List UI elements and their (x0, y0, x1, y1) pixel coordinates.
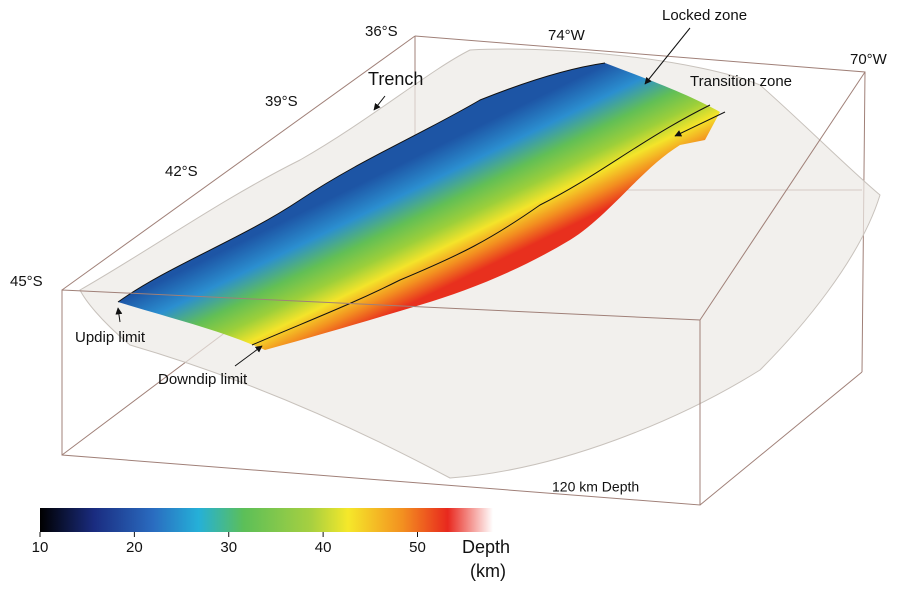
locked-zone-label: Locked zone (662, 7, 747, 24)
lat-label: 36°S (365, 23, 398, 40)
colorbar-tick-label: 50 (409, 539, 426, 556)
transition-zone-label: Transition zone (690, 73, 792, 90)
colorbar-tick-label: 10 (32, 539, 49, 556)
colorbar-ramp (40, 508, 493, 532)
colorbar (40, 508, 493, 532)
lon-label: 74°W (548, 27, 586, 44)
figure: 36°S 39°S 42°S 45°S 74°W 70°W Trench Loc… (0, 0, 900, 588)
lon-label: 70°W (850, 51, 888, 68)
lat-label: 39°S (265, 93, 298, 110)
colorbar-unit: (km) (470, 561, 506, 581)
downdip-label: Downdip limit (158, 371, 248, 388)
depth-box-label: 120 km Depth (552, 479, 639, 495)
lat-label: 45°S (10, 273, 43, 290)
colorbar-title: Depth (462, 537, 510, 557)
lat-label: 42°S (165, 163, 198, 180)
updip-label: Updip limit (75, 329, 146, 346)
colorbar-tick-label: 40 (315, 539, 332, 556)
colorbar-tick-label: 20 (126, 539, 143, 556)
colorbar-tick-label: 30 (220, 539, 237, 556)
trench-label: Trench (368, 69, 423, 89)
